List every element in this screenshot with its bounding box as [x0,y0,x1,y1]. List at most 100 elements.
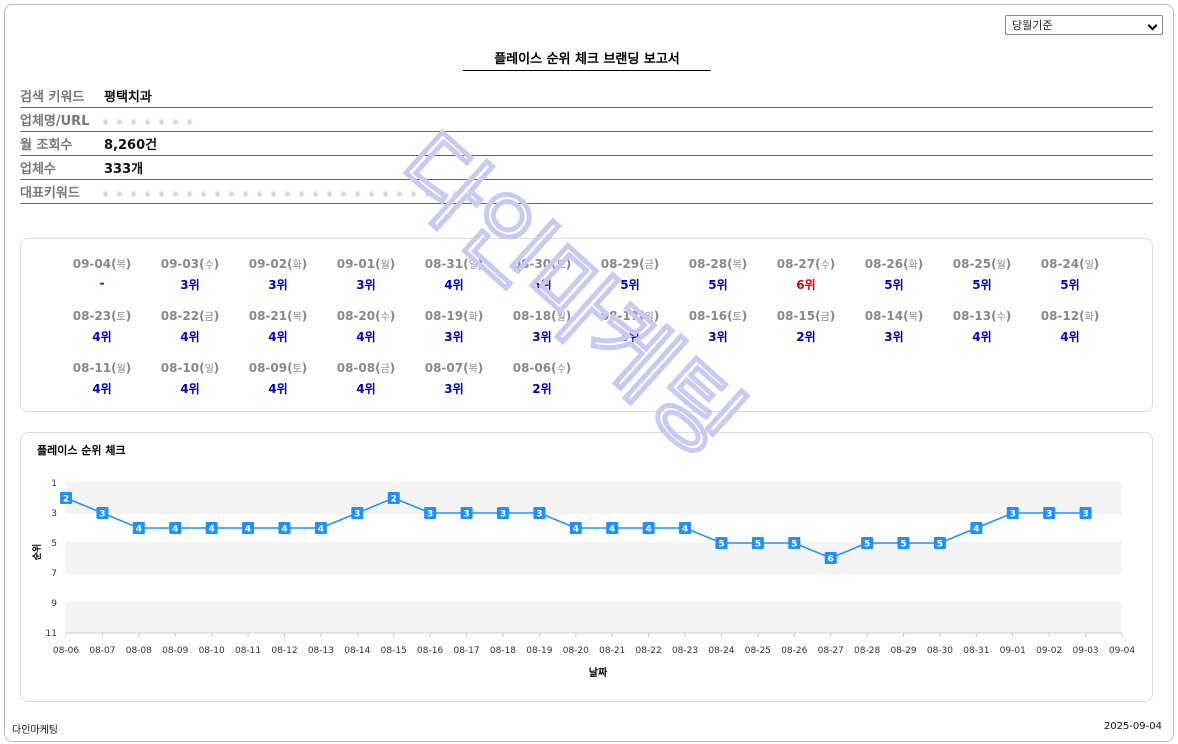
point-label: 3 [354,510,360,520]
rank-date: 08-28(목) [688,257,748,271]
rank-date: 08-31(일) [424,257,484,271]
date: 09-02 [248,257,288,271]
weekday: 화 [1084,312,1094,323]
x-tick-label: 08-27 [818,646,844,656]
point [861,537,874,549]
point [970,522,983,534]
rank-date: 08-08(금) [336,361,396,375]
rank-date: 08-27(수) [776,257,836,271]
rank-value: 5위 [532,278,552,292]
date: 08-30 [512,257,552,271]
rank-cell: 08-18(월) 3위 [498,308,586,345]
period-select[interactable]: 당월기준 [1005,15,1163,35]
frame [4,4,1174,742]
band [66,603,1122,633]
y-tick-label: 7 [51,569,57,579]
x-tick-label: 09-02 [1036,646,1062,656]
rank-value: 2위 [532,382,552,396]
rank-value: 3위 [444,330,464,344]
blurred-value [104,120,194,124]
rank-cell: 08-20(수) 4위 [322,308,410,345]
x-tick-label: 08-09 [162,646,188,656]
report-title: 플레이스 순위 체크 브랜딩 보고서 [463,48,711,71]
info-value: 8,260건 [104,138,158,153]
date: 08-07 [424,361,464,375]
date: 08-22 [160,309,200,323]
rank-value: 5위 [972,278,992,292]
rank-date: 08-06(수) [512,361,572,375]
info-row: 검색 키워드 평택치과 [20,84,1153,108]
point-label: 3 [500,510,506,520]
rank-value: 4위 [356,382,376,396]
x-tick-label: 09-01 [1000,646,1026,656]
point-label: 5 [755,540,761,550]
y-tick-label: 1 [51,479,57,489]
date: 08-14 [864,309,904,323]
rank-value: 3위 [180,278,200,292]
point-label: 5 [900,540,906,550]
point-label: 3 [463,510,469,520]
rank-cell: 08-06(수) 2위 [498,360,586,397]
y-tick-label: 11 [46,629,57,639]
rank-date: 08-19(화) [424,309,484,323]
date: 08-26 [864,257,904,271]
rank-value: 5위 [884,278,904,292]
rank-value: 6위 [796,278,816,292]
point-label: 3 [1010,510,1016,520]
rank-value: 5위 [708,278,728,292]
date: 08-08 [336,361,376,375]
weekday: 일 [468,260,478,271]
rank-date: 08-16(토) [688,309,748,323]
x-tick-label: 09-03 [1073,646,1099,656]
weekday: 화 [468,312,478,323]
info-row: 업체명/URL [20,108,1153,132]
date: 08-18 [512,309,552,323]
rank-date: 09-02(화) [248,257,308,271]
point [496,507,509,519]
point-label: 6 [828,555,834,565]
point [715,537,728,549]
x-tick-label: 08-28 [854,646,880,656]
rank-cell: 08-21(목) 4위 [234,308,322,345]
rank-cell: 08-15(금) 2위 [762,308,850,345]
rank-cell: 08-26(화) 5위 [850,256,938,293]
point-label: 5 [864,540,870,550]
rank-date: 08-30(토) [512,257,572,271]
point-label: 4 [245,525,251,535]
date: 08-21 [248,309,288,323]
rank-date: 08-26(화) [864,257,924,271]
blurred-value [104,192,474,196]
info-label: 대표키워드 [20,186,80,201]
rank-value: - [99,276,105,290]
point-label: 4 [573,525,579,535]
rank-cell: 08-11(월) 4위 [58,360,146,397]
point-label: 5 [718,540,724,550]
date: 08-19 [424,309,464,323]
rank-cell: 09-03(수) 3위 [146,256,234,293]
weekday: 토 [556,260,566,271]
x-tick-label: 08-25 [745,646,771,656]
x-axis-label: 날짜 [589,666,608,679]
x-tick-label: 08-31 [963,646,989,656]
rank-cell: 08-14(목) 3위 [850,308,938,345]
x-tick-label: 08-26 [781,646,807,656]
rank-value: 3위 [444,382,464,396]
point [314,522,327,534]
rank-cell: 08-09(토) 4위 [234,360,322,397]
rank-value: 3위 [884,330,904,344]
rank-cell: 08-19(화) 3위 [410,308,498,345]
x-tick-label: 08-15 [381,646,407,656]
weekday: 토 [292,364,302,375]
date: 08-06 [512,361,552,375]
rank-cell: 08-30(토) 5위 [498,256,586,293]
point-label: 5 [791,540,797,550]
rank-value: 3위 [356,278,376,292]
point [1006,507,1019,519]
x-tick-label: 08-18 [490,646,516,656]
weekday: 월 [996,260,1006,271]
point [387,492,400,504]
x-tick-label: 08-30 [927,646,953,656]
rank-value: 4위 [92,382,112,396]
x-tick-label: 08-21 [599,646,625,656]
